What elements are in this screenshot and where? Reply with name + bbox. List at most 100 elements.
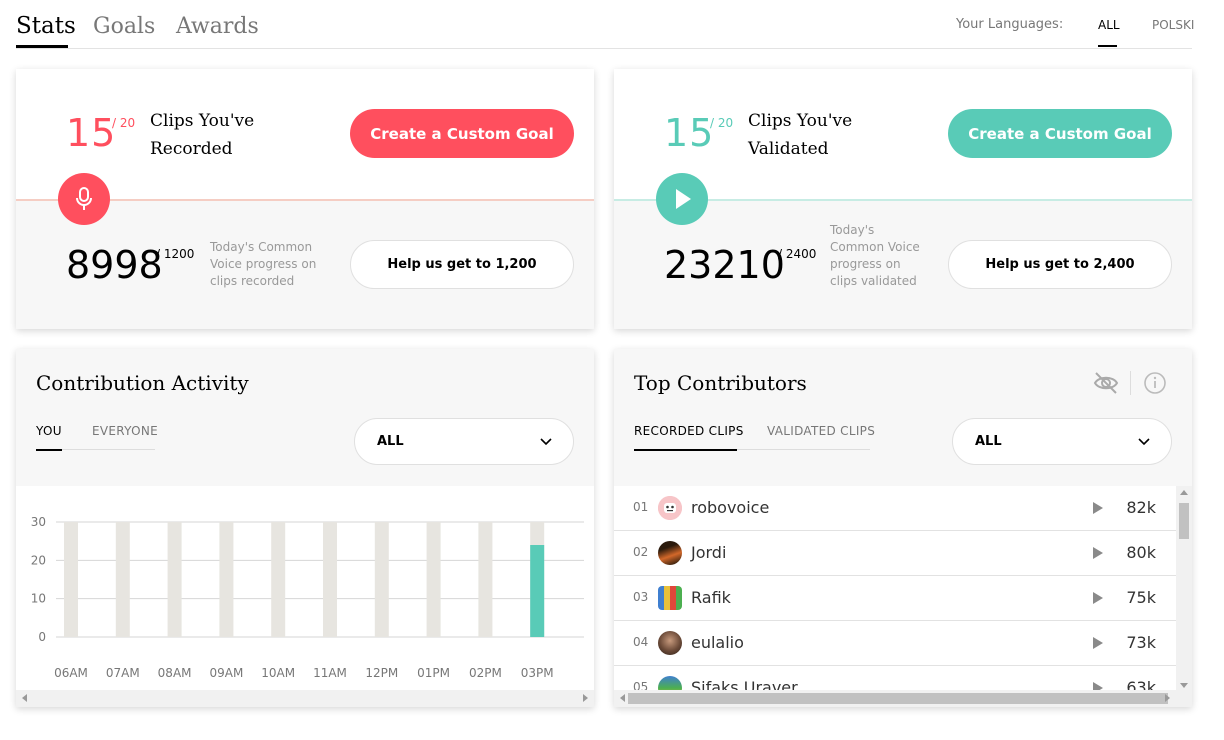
leaderboard-vertical-scrollbar[interactable] bbox=[1176, 486, 1192, 692]
row-name: eulalio bbox=[691, 633, 744, 652]
play-icon bbox=[676, 189, 691, 209]
avatar bbox=[658, 631, 682, 655]
row-count: 73k bbox=[1126, 633, 1156, 652]
x-tick-label: 01PM bbox=[417, 666, 450, 680]
subtab-recorded-clips[interactable]: RECORDED CLIPS bbox=[634, 424, 744, 438]
chevron-down-icon bbox=[1138, 438, 1150, 446]
avatar bbox=[658, 676, 682, 692]
scroll-down-arrow[interactable] bbox=[1180, 683, 1188, 688]
validated-card: 15 / 20 Clips You've Validated Create a … bbox=[614, 69, 1192, 329]
bar-track bbox=[478, 522, 493, 637]
top-nav: Stats Goals Awards Your Languages: ALL P… bbox=[16, 0, 1195, 49]
subtab-recorded-underline bbox=[634, 449, 737, 451]
recorded-divider bbox=[16, 199, 594, 201]
validated-divider bbox=[614, 199, 1192, 201]
avatar bbox=[658, 496, 682, 520]
avatar bbox=[658, 541, 682, 565]
y-tick-label: 30 bbox=[31, 515, 46, 529]
activity-filter-value: ALL bbox=[377, 434, 404, 449]
record-button[interactable] bbox=[58, 173, 110, 225]
validated-progress-goal: / 2400 bbox=[778, 247, 817, 261]
validated-label-line2: Validated bbox=[748, 139, 829, 159]
play-icon[interactable] bbox=[1093, 682, 1103, 692]
x-tick-label: 08AM bbox=[158, 666, 192, 680]
leaderboard-row[interactable]: 01 robovoice 82k bbox=[614, 486, 1176, 531]
scroll-up-arrow[interactable] bbox=[1180, 490, 1188, 495]
hide-leaderboard-button[interactable] bbox=[1092, 369, 1120, 397]
contributors-filter-select[interactable]: ALL bbox=[952, 418, 1172, 465]
subtab-you[interactable]: YOU bbox=[36, 424, 62, 438]
recorded-label: Clips You've Recorded bbox=[150, 107, 254, 163]
validate-play-button[interactable] bbox=[656, 173, 708, 225]
validated-goal: / 20 bbox=[710, 116, 734, 130]
leaderboard-row[interactable]: 04 eulalio 73k bbox=[614, 621, 1176, 666]
play-icon[interactable] bbox=[1093, 547, 1103, 559]
y-tick-label: 0 bbox=[38, 630, 46, 644]
create-custom-goal-button-validate[interactable]: Create a Custom Goal bbox=[948, 109, 1172, 158]
activity-chart-svg: 0 10 20 30 06AM 07AM 08AM 09AM 10AM 11AM 12PM 01PM 0… bbox=[31, 515, 584, 680]
row-name: Jordi bbox=[691, 543, 727, 562]
play-icon[interactable] bbox=[1093, 637, 1103, 649]
row-rank: 05 bbox=[633, 680, 649, 692]
contribution-activity-card: Contribution Activity YOU EVERYONE ALL 0… bbox=[16, 349, 594, 707]
row-rank: 03 bbox=[633, 590, 649, 604]
info-button[interactable] bbox=[1141, 369, 1169, 397]
scroll-right-arrow[interactable] bbox=[583, 694, 588, 702]
recorded-progress-goal: / 1200 bbox=[156, 247, 195, 261]
subtab-everyone[interactable]: EVERYONE bbox=[92, 424, 159, 438]
subtab-you-underline bbox=[36, 449, 62, 451]
subtab-validated-clips[interactable]: VALIDATED CLIPS bbox=[767, 424, 876, 438]
eye-slash-icon bbox=[1093, 372, 1119, 394]
scroll-right-arrow[interactable] bbox=[1165, 694, 1170, 702]
tab-goals[interactable]: Goals bbox=[93, 14, 156, 39]
tab-stats-underline bbox=[16, 45, 68, 48]
x-tick-label: 10AM bbox=[261, 666, 295, 680]
play-icon[interactable] bbox=[1093, 592, 1103, 604]
recorded-progress-note: Today's Common Voice progress on clips r… bbox=[210, 240, 317, 288]
tab-stats[interactable]: Stats bbox=[16, 13, 76, 39]
bar-track bbox=[271, 522, 286, 637]
y-tick-label: 10 bbox=[31, 592, 46, 606]
info-icon bbox=[1144, 372, 1166, 394]
recorded-label-line1: Clips You've bbox=[150, 111, 255, 131]
avatar bbox=[658, 586, 682, 610]
leaderboard-horizontal-scrollbar[interactable] bbox=[614, 690, 1192, 707]
scroll-left-arrow[interactable] bbox=[22, 694, 27, 702]
leaderboard-row[interactable]: 05 Sifaks Uraver 63k bbox=[614, 666, 1176, 692]
recorded-goal: / 20 bbox=[112, 116, 136, 130]
row-rank: 01 bbox=[633, 500, 649, 514]
language-all-underline bbox=[1098, 45, 1117, 47]
bar-track bbox=[426, 522, 441, 637]
leaderboard-row[interactable]: 02 Jordi 80k bbox=[614, 531, 1176, 576]
tab-awards[interactable]: Awards bbox=[176, 14, 259, 39]
bar-track bbox=[115, 522, 130, 637]
bar-track bbox=[374, 522, 389, 637]
x-tick-label: 12PM bbox=[365, 666, 398, 680]
top-contributors-title: Top Contributors bbox=[634, 371, 807, 395]
top-contributors-card: Top Contributors RECORDED CLIPS VALIDATE… bbox=[614, 349, 1192, 707]
subtab-line-contrib bbox=[737, 449, 870, 450]
activity-filter-select[interactable]: ALL bbox=[354, 418, 574, 465]
scroll-left-arrow[interactable] bbox=[620, 694, 625, 702]
play-icon[interactable] bbox=[1093, 502, 1103, 514]
row-rank: 02 bbox=[633, 545, 649, 559]
languages-label: Your Languages: bbox=[956, 17, 1064, 32]
help-validated-button[interactable]: Help us get to 2,400 bbox=[948, 240, 1172, 289]
recorded-count: 15 bbox=[66, 111, 117, 155]
chart-horizontal-scrollbar[interactable] bbox=[16, 690, 594, 707]
language-all[interactable]: ALL bbox=[1098, 18, 1120, 32]
row-name: Rafik bbox=[691, 588, 731, 607]
row-count: 82k bbox=[1126, 498, 1156, 517]
language-polski[interactable]: POLSKI bbox=[1152, 18, 1195, 32]
create-custom-goal-button[interactable]: Create a Custom Goal bbox=[350, 109, 574, 158]
bar-track bbox=[167, 522, 182, 637]
scrollbar-thumb[interactable] bbox=[628, 693, 1168, 704]
leaderboard-row[interactable]: 03 Rafik 75k bbox=[614, 576, 1176, 621]
row-rank: 04 bbox=[633, 635, 649, 649]
scrollbar-thumb[interactable] bbox=[1179, 503, 1189, 539]
chevron-down-icon bbox=[540, 438, 552, 446]
help-recorded-button[interactable]: Help us get to 1,200 bbox=[350, 240, 574, 289]
validated-count: 15 bbox=[664, 111, 715, 155]
bar-track bbox=[64, 522, 78, 637]
validated-label: Clips You've Validated bbox=[748, 107, 852, 163]
